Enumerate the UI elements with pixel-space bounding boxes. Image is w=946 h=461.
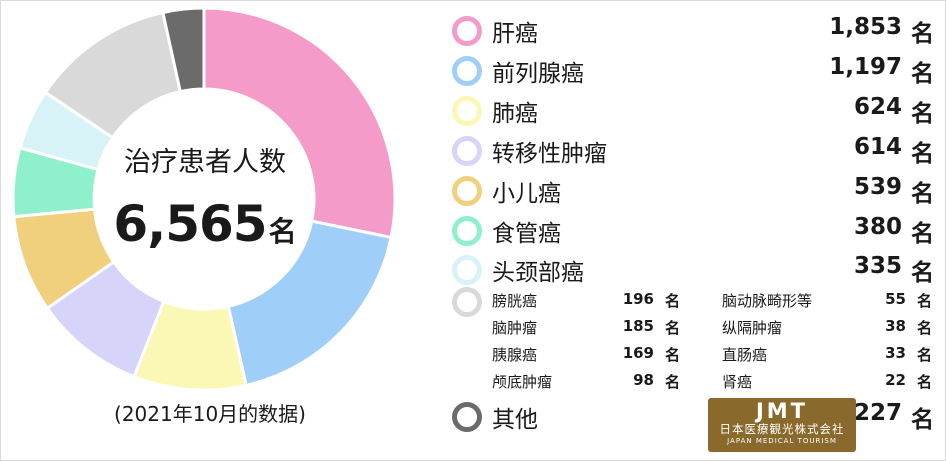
legend-ring-other [452,402,482,432]
legend-ring-2 [452,96,482,126]
legend-unit: 名 [911,221,934,247]
small-group-item: 纵隔肿瘤 38 名 [722,317,934,341]
legend-unit: 名 [911,141,934,167]
small-group-item: 脑动脉畸形等 55 名 [722,290,934,314]
small-group-label: 脑肿瘤 [492,319,538,337]
legend-value: 614 [853,134,902,160]
legend-label: 食管癌 [492,221,561,247]
legend-ring-1 [452,56,482,86]
total-value: 6,565 [113,195,267,253]
legend-item-0: 肝癌 1,853 名 [452,12,936,48]
legend-value: 1,853 [829,14,902,40]
donut-chart [11,6,397,392]
small-group-item: 胰腺癌 169 名 [492,344,682,368]
center-total: 6,565名 [95,195,315,253]
legend-ring-0 [452,16,482,46]
legend-item-1: 前列腺癌 1,197 名 [452,52,936,88]
small-group-value: 196 [622,290,654,308]
small-group-unit: 名 [916,373,932,391]
small-group-unit: 名 [916,346,932,364]
legend-ring-3 [452,136,482,166]
legend-value: 335 [853,253,902,279]
logo-name: 日本医療観光株式会社 [719,422,845,436]
legend-item-6: 头颈部癌 335 名 [452,251,936,287]
legend-item-3: 转移性肿瘤 614 名 [452,132,936,168]
small-group-label: 脑动脉畸形等 [722,292,813,310]
small-group-unit: 名 [916,319,932,337]
small-group-value: 98 [633,371,654,389]
small-group-label: 膀胱癌 [492,292,538,310]
legend-label: 头颈部癌 [492,260,584,286]
small-group-label: 肾癌 [722,373,753,391]
small-group-ring [452,287,482,317]
company-logo: JMT 日本医療観光株式会社 JAPAN MEDICAL TOURISM [708,398,856,452]
legend-label: 其他 [492,407,538,433]
legend-label: 转移性肿瘤 [492,141,607,167]
small-group-unit: 名 [664,373,680,391]
small-group-label: 胰腺癌 [492,346,538,364]
small-group-label: 纵隔肿瘤 [722,319,783,337]
small-group-value: 55 [885,290,906,308]
legend-ring-5 [452,216,482,246]
small-group-unit: 名 [664,292,680,310]
date-note: (2021年10月的数据) [114,402,306,426]
legend-unit: 名 [911,21,934,47]
legend-item-5: 食管癌 380 名 [452,212,936,248]
small-group-value: 38 [885,317,906,335]
legend-value: 1,197 [829,54,902,80]
legend-unit: 名 [911,407,934,433]
total-unit: 名 [268,215,297,248]
small-group-item: 颅底肿瘤 98 名 [492,371,682,395]
legend-label: 肝癌 [492,21,538,47]
small-group-value: 33 [885,344,906,362]
legend-item-2: 肺癌 624 名 [452,92,936,128]
pie-slice-0 [202,6,397,240]
legend-value: 227 [853,400,902,426]
small-group-item: 膀胱癌 196 名 [492,290,682,314]
legend-label: 小儿癌 [492,181,561,207]
small-group-value: 22 [885,371,906,389]
small-group-label: 颅底肿瘤 [492,373,553,391]
pie-slice-8 [161,6,206,94]
small-group-item: 肾癌 22 名 [722,371,934,395]
logo-name-en: JAPAN MEDICAL TOURISM [727,437,837,445]
small-group-unit: 名 [664,319,680,337]
small-group-unit: 名 [664,346,680,364]
small-group-item: 直肠癌 33 名 [722,344,934,368]
small-group-item: 脑肿瘤 185 名 [492,317,682,341]
legend-unit: 名 [911,61,934,87]
small-group-value: 169 [622,344,654,362]
legend-item-other: 其他 227 名 [452,398,936,434]
legend-ring-6 [452,255,482,285]
legend-unit: 名 [911,101,934,127]
legend-label: 肺癌 [492,101,538,127]
legend-unit: 名 [911,260,934,286]
legend-ring-4 [452,176,482,206]
logo-mark: JMT [755,399,809,423]
small-group-label: 直肠癌 [722,346,768,364]
small-group-unit: 名 [916,292,932,310]
legend-value: 539 [853,174,902,200]
legend-unit: 名 [911,181,934,207]
legend-item-4: 小儿癌 539 名 [452,172,936,208]
legend-value: 624 [853,94,902,120]
small-group-value: 185 [622,317,654,335]
center-title: 治疗患者人数 [124,147,286,178]
legend-value: 380 [853,214,902,240]
legend-label: 前列腺癌 [492,61,584,87]
